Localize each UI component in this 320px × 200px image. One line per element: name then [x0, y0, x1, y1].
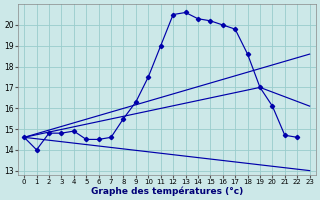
- X-axis label: Graphe des températures (°c): Graphe des températures (°c): [91, 186, 243, 196]
